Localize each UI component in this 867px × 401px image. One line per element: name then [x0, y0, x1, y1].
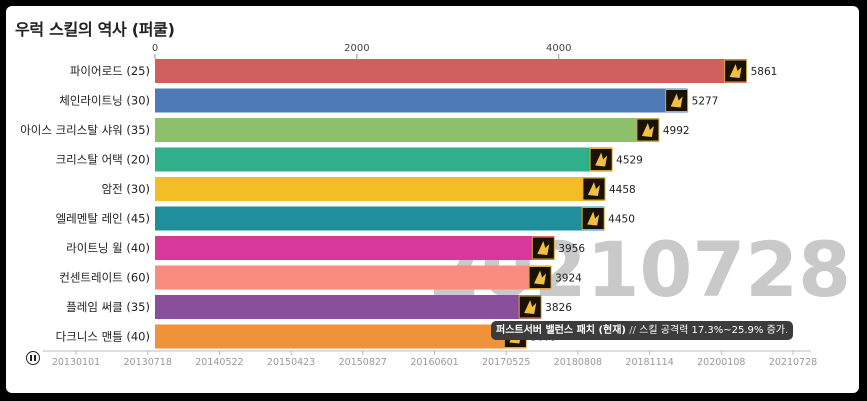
timeline-date-label[interactable]: 20150827 [339, 357, 387, 368]
timeline-date-label[interactable]: 20181114 [625, 357, 673, 368]
x-tick-label: 4000 [546, 43, 571, 54]
bar [155, 295, 542, 319]
bar-row: 암전 (30) 4458 [102, 177, 636, 201]
flame-circle-skill-icon [518, 295, 542, 319]
bar-category-label: 체인라이트닝 (30) [59, 94, 150, 108]
skill-icon-glyph [534, 270, 547, 285]
skill-icon-glyph [729, 64, 742, 78]
bar-row: 체인라이트닝 (30) 5277 [59, 88, 719, 113]
timeline-date-label[interactable]: 20140522 [195, 357, 243, 368]
timeline[interactable]: 20130101 20130718 20140522 20150423 20150827… [43, 350, 817, 368]
fire-road-skill-icon [724, 59, 748, 83]
bar-category-label: 크리스탈 어택 (20) [56, 153, 150, 167]
timeline-date-label[interactable]: 20150423 [267, 357, 315, 368]
timeline-date-label[interactable]: 20170525 [482, 357, 530, 368]
bar-category-label: 아이스 크리스탈 샤워 (35) [20, 123, 150, 137]
bar-value-label: 4992 [663, 125, 690, 137]
elemental-rain-skill-icon [581, 207, 605, 230]
timeline-date-label[interactable]: 20130101 [52, 357, 100, 368]
bar [155, 59, 747, 83]
bar-value-label: 3924 [555, 273, 582, 285]
crystal-attack-skill-icon [589, 148, 613, 171]
pause-icon-bar [34, 355, 36, 361]
bar-category-label: 라이트닝 윌 (40) [66, 241, 150, 255]
bar-value-label: 5861 [751, 66, 778, 78]
chart-frame: 우럭 스킬의 역사 (퍼쿨) 0 2000 4000 20210728 파이어로드 … [6, 6, 859, 393]
skill-icon-glyph [537, 241, 550, 255]
bar-value-label: 4450 [608, 214, 635, 226]
blackout-skill-icon [582, 177, 606, 201]
bar-row: 컨센트레이트 (60) 3924 [59, 265, 582, 290]
timeline-date-label[interactable]: 20200108 [697, 357, 745, 368]
bar-value-label: 4529 [616, 155, 643, 167]
bar-row: 다크니스 맨틀 (40)3679 [56, 324, 557, 349]
bar-value-label: 5277 [692, 96, 719, 108]
bar-category-label: 플레임 써클 (35) [66, 300, 150, 314]
bar [155, 265, 552, 290]
bar-row: 아이스 크리스탈 샤워 (35) 4992 [20, 118, 690, 142]
bar-row: 파이어로드 (25) 5861 [70, 59, 778, 83]
bar-row: 크리스탈 어택 (20) 4529 [56, 147, 643, 172]
annotation-heading: 퍼스트서버 밸런스 패치 (현재) [496, 325, 626, 336]
bar-row: 엘레멘탈 레인 (45) 4450 [56, 206, 635, 231]
bar-category-label: 다크니스 맨틀 (40) [56, 330, 150, 344]
timeline-date-label[interactable]: 20160601 [410, 357, 458, 368]
x-tick-label: 0 [152, 43, 158, 54]
bar [155, 88, 688, 113]
bar [155, 324, 527, 349]
bar-row: 플레임 써클 (35) 3826 [66, 295, 572, 319]
bar-row: 라이트닝 윌 (40) 3956 [66, 236, 585, 260]
annotation-separator: // [629, 325, 636, 336]
skill-icon-glyph [587, 182, 600, 196]
concentrate-skill-icon [528, 266, 552, 289]
skill-icon-glyph [641, 123, 654, 137]
pause-icon [30, 355, 32, 361]
x-axis: 0 2000 4000 [152, 43, 571, 59]
bar-category-label: 암전 (30) [102, 182, 150, 196]
skill-icon-glyph [587, 211, 600, 226]
bar-chart: 0 2000 4000 20210728 파이어로드 (25) 5861 체인라이트닝 … [20, 43, 851, 368]
bar [155, 147, 613, 172]
ice-crystal-shower-skill-icon [636, 118, 660, 142]
skill-icon-glyph [595, 152, 608, 167]
bar-category-label: 컨센트레이트 (60) [59, 271, 150, 285]
bar [155, 206, 605, 231]
bar [155, 236, 555, 260]
timeline-date-label[interactable]: 20210728 [769, 357, 817, 368]
x-tick-label: 2000 [344, 43, 369, 54]
skill-icon-glyph [670, 93, 683, 108]
pause-button[interactable] [26, 351, 40, 365]
chart-title: 우럭 스킬의 역사 (퍼쿨) [15, 20, 175, 39]
timeline-date-label[interactable]: 20180808 [554, 357, 602, 368]
bar-value-label: 3956 [558, 243, 585, 255]
skill-icon-glyph [524, 300, 537, 314]
lightning-will-skill-icon [531, 236, 555, 260]
chain-lightning-skill-icon [665, 89, 689, 112]
timeline-date-label[interactable]: 20130718 [124, 357, 172, 368]
event-annotation: 퍼스트서버 밸런스 패치 (현재) // 스킬 공격력 17.3%~25.9% … [491, 321, 794, 340]
annotation-text: 스킬 공격력 17.3%~25.9% 증가. [639, 325, 789, 336]
bar [155, 177, 605, 201]
bar-category-label: 파이어로드 (25) [70, 64, 150, 78]
bar-value-label: 3826 [545, 302, 572, 314]
bar-category-label: 엘레멘탈 레인 (45) [56, 212, 150, 226]
bar [155, 118, 659, 142]
bar-value-label: 4458 [609, 184, 636, 196]
